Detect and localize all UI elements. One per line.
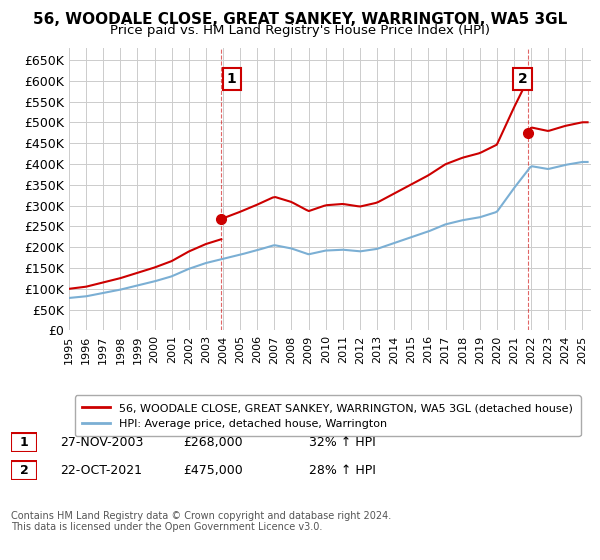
Text: £268,000: £268,000 bbox=[183, 436, 242, 449]
Text: 22-OCT-2021: 22-OCT-2021 bbox=[60, 464, 142, 477]
Text: £475,000: £475,000 bbox=[183, 464, 243, 477]
Text: Contains HM Land Registry data © Crown copyright and database right 2024.
This d: Contains HM Land Registry data © Crown c… bbox=[11, 511, 391, 533]
Text: 56, WOODALE CLOSE, GREAT SANKEY, WARRINGTON, WA5 3GL: 56, WOODALE CLOSE, GREAT SANKEY, WARRING… bbox=[33, 12, 567, 27]
Text: 1: 1 bbox=[20, 436, 28, 449]
Legend: 56, WOODALE CLOSE, GREAT SANKEY, WARRINGTON, WA5 3GL (detached house), HPI: Aver: 56, WOODALE CLOSE, GREAT SANKEY, WARRING… bbox=[74, 395, 581, 436]
Text: 32% ↑ HPI: 32% ↑ HPI bbox=[309, 436, 376, 449]
FancyBboxPatch shape bbox=[11, 433, 37, 452]
Text: 1: 1 bbox=[227, 72, 236, 86]
Text: 2: 2 bbox=[20, 464, 28, 477]
Text: Price paid vs. HM Land Registry's House Price Index (HPI): Price paid vs. HM Land Registry's House … bbox=[110, 24, 490, 37]
Text: 28% ↑ HPI: 28% ↑ HPI bbox=[309, 464, 376, 477]
Text: 2: 2 bbox=[518, 72, 527, 86]
FancyBboxPatch shape bbox=[11, 461, 37, 480]
Text: 27-NOV-2003: 27-NOV-2003 bbox=[60, 436, 143, 449]
